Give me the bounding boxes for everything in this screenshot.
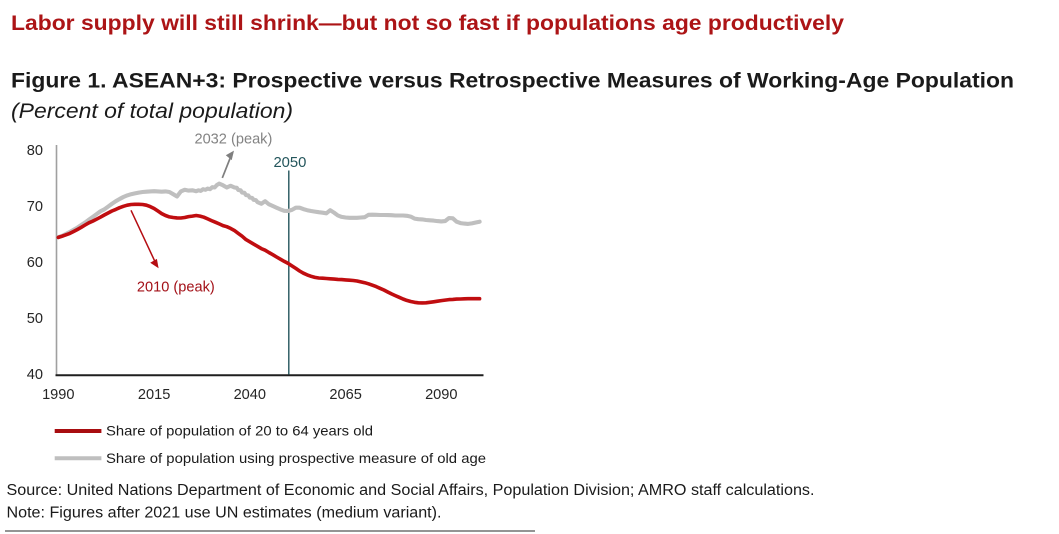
- svg-text:1990: 1990: [42, 387, 74, 403]
- svg-text:2040: 2040: [234, 387, 266, 403]
- svg-text:2010 (peak): 2010 (peak): [137, 279, 215, 295]
- svg-text:2050: 2050: [273, 155, 306, 171]
- svg-text:Figure 1. ASEAN+3: Prospective: Figure 1. ASEAN+3: Prospective versus Re…: [11, 69, 1014, 93]
- svg-text:Share of population using pros: Share of population using prospective me…: [106, 451, 486, 466]
- svg-text:70: 70: [27, 199, 43, 215]
- svg-text:2065: 2065: [329, 387, 361, 403]
- svg-text:Share of population of 20 to 6: Share of population of 20 to 64 years ol…: [106, 424, 373, 439]
- svg-text:40: 40: [27, 367, 43, 383]
- svg-text:80: 80: [27, 143, 43, 159]
- svg-text:2032 (peak): 2032 (peak): [194, 132, 272, 148]
- svg-text:60: 60: [27, 255, 43, 271]
- svg-text:50: 50: [27, 311, 43, 327]
- svg-text:Labor supply will still shrink: Labor supply will still shrink—but not s…: [11, 11, 844, 35]
- svg-text:2090: 2090: [425, 387, 457, 403]
- svg-text:(Percent of total population): (Percent of total population): [11, 99, 293, 123]
- svg-text:2015: 2015: [138, 387, 170, 403]
- svg-text:Note: Figures after 2021 use U: Note: Figures after 2021 use UN estimate…: [7, 505, 442, 522]
- svg-text:Source: United Nations Departm: Source: United Nations Department of Eco…: [7, 482, 815, 499]
